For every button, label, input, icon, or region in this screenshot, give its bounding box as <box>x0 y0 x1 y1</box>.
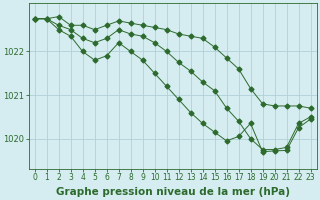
X-axis label: Graphe pression niveau de la mer (hPa): Graphe pression niveau de la mer (hPa) <box>56 187 290 197</box>
